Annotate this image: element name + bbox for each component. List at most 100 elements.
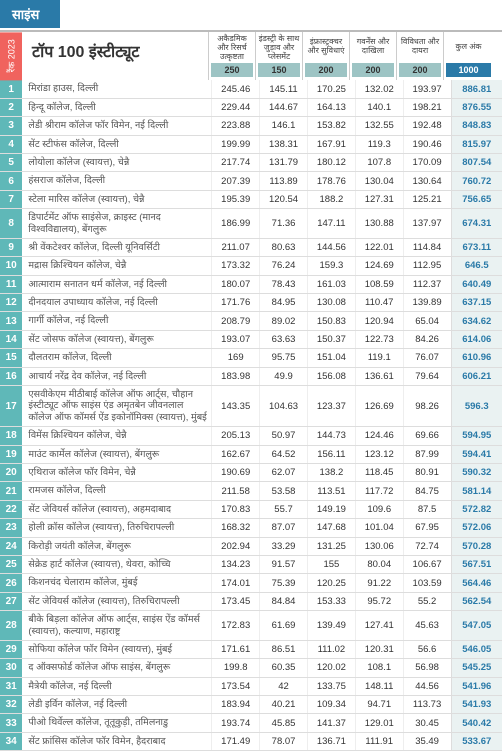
score-cell: 91.57	[260, 555, 308, 573]
score-cell: 124.46	[355, 427, 403, 445]
score-cell: 168.32	[212, 519, 260, 537]
institute-name: लोयोला कॉलेज (स्वायत्त), चेन्नै	[22, 153, 211, 171]
score-cell: 162.67	[212, 445, 260, 463]
rank-cell: 1	[0, 80, 22, 98]
institute-name: विमेंस क्रिश्चियन कॉलेज, चेन्नै	[22, 427, 211, 445]
institute-name: बीके बिड़ला कॉलेज ऑफ आर्ट्स, साइंस ऐंड क…	[22, 611, 211, 641]
score-cell: 125.21	[403, 190, 451, 208]
rank-cell: 5	[0, 153, 22, 171]
score-cell: 199.8	[212, 659, 260, 677]
table-row: 34सेंट फ्रांसिस कॉलेज फॉर विमेन, हैदराबा…	[0, 732, 502, 750]
score-cell: 49.9	[260, 367, 308, 385]
score-cell: 71.36	[260, 209, 308, 239]
table-row: 4सेंट स्टीफंस कॉलेज, दिल्ली199.99138.311…	[0, 135, 502, 153]
table-row: 12दीनदयाल उपाध्याय कॉलेज, नई दिल्ली171.7…	[0, 294, 502, 312]
score-cell: 117.72	[355, 482, 403, 500]
page-title: टॉप 100 इंस्टीट्यूट	[22, 32, 208, 80]
score-cell: 119.3	[355, 135, 403, 153]
rank-cell: 18	[0, 427, 22, 445]
score-cell: 40.21	[260, 696, 308, 714]
score-cell: 63.63	[260, 330, 308, 348]
table-row: 11आत्माराम सनातन धर्म कॉलेज, नई दिल्ली18…	[0, 275, 502, 293]
score-cell: 155	[307, 555, 355, 573]
rank-cell: 17	[0, 386, 22, 427]
score-cell: 60.35	[260, 659, 308, 677]
score-cell: 167.91	[307, 135, 355, 153]
score-cell: 61.69	[260, 611, 308, 641]
rank-cell: 22	[0, 500, 22, 518]
score-cell: 111.02	[307, 640, 355, 658]
score-cell: 760.72	[451, 172, 502, 190]
score-cell: 131.25	[307, 537, 355, 555]
score-cell: 134.23	[212, 555, 260, 573]
score-cell: 87.5	[403, 500, 451, 518]
table-row: 19माउंट कार्मेल कॉलेज (स्वायत्त), बेंगलु…	[0, 445, 502, 463]
score-cell: 130.64	[403, 172, 451, 190]
rank-cell: 9	[0, 238, 22, 256]
score-cell: 223.88	[212, 117, 260, 135]
score-cell: 198.21	[403, 98, 451, 116]
score-cell: 156.08	[307, 367, 355, 385]
score-cell: 581.14	[451, 482, 502, 500]
institute-name: एसवीकेएम मीठीबाई कॉलेज ऑफ आर्ट्स, चौहान …	[22, 386, 211, 427]
score-cell: 193.74	[212, 714, 260, 732]
score-cell: 815.97	[451, 135, 502, 153]
institute-name: डिपार्टमेंट ऑफ साइंसेज, क्राइस्ट (मानद व…	[22, 209, 211, 239]
score-cell: 171.49	[212, 732, 260, 750]
score-cell: 113.51	[307, 482, 355, 500]
institute-name: सेंट स्टीफंस कॉलेज, दिल्ली	[22, 135, 211, 153]
score-cell: 79.64	[403, 367, 451, 385]
score-cell: 150.37	[307, 330, 355, 348]
score-cell: 78.43	[260, 275, 308, 293]
table-row: 22सेंट जेवियर्स कॉलेज (स्वायत्त), अहमदाब…	[0, 500, 502, 518]
score-cell: 112.95	[403, 257, 451, 275]
institute-name: मद्रास क्रिश्चियन कॉलेज, चेन्नै	[22, 257, 211, 275]
institute-name: माउंट कार्मेल कॉलेज (स्वायत्त), बेंगलुरू	[22, 445, 211, 463]
score-cell: 94.71	[355, 696, 403, 714]
rank-cell: 20	[0, 463, 22, 481]
table-row: 7स्टेला मारिस कॉलेज (स्वायत्त), चेन्नै19…	[0, 190, 502, 208]
score-cell: 572.82	[451, 500, 502, 518]
score-cell: 137.97	[403, 209, 451, 239]
score-cell: 533.67	[451, 732, 502, 750]
score-cell: 78.07	[260, 732, 308, 750]
table-row: 1मिरांडा हाउस, दिल्ली245.46145.11170.251…	[0, 80, 502, 98]
score-cell: 45.85	[260, 714, 308, 732]
table-row: 25सेक्रेड हार्ट कॉलेज (स्वायत्त), थेवरा,…	[0, 555, 502, 573]
institute-name: मिरांडा हाउस, दिल्ली	[22, 80, 211, 98]
score-cell: 174.01	[212, 574, 260, 592]
institute-name: सेंट जेवियर्स कॉलेज (स्वायत्त), अहमदाबाद	[22, 500, 211, 518]
rank-cell: 32	[0, 696, 22, 714]
score-cell: 124.69	[355, 257, 403, 275]
table-row: 14सेंट जोसफ कॉलेज (स्वायत्त), बेंगलुरू19…	[0, 330, 502, 348]
institute-name: लेडी श्रीराम कॉलेज फॉर विमेन, नई दिल्ली	[22, 117, 211, 135]
table-row: 15दौलतराम कॉलेज, दिल्ली16995.75151.04119…	[0, 349, 502, 367]
score-cell: 229.44	[212, 98, 260, 116]
score-cell: 113.89	[260, 172, 308, 190]
score-cell: 610.96	[451, 349, 502, 367]
institute-name: सेक्रेड हार्ट कॉलेज (स्वायत्त), थेवरा, क…	[22, 555, 211, 573]
score-cell: 170.25	[307, 80, 355, 98]
rank-cell: 14	[0, 330, 22, 348]
score-cell: 35.49	[403, 732, 451, 750]
score-cell: 140.1	[355, 98, 403, 116]
score-cell: 136.61	[355, 367, 403, 385]
score-cell: 44.56	[403, 677, 451, 695]
score-cell: 143.35	[212, 386, 260, 427]
score-cell: 139.49	[307, 611, 355, 641]
score-cell: 75.39	[260, 574, 308, 592]
score-cell: 876.55	[451, 98, 502, 116]
score-cell: 91.22	[355, 574, 403, 592]
rank-cell: 7	[0, 190, 22, 208]
institute-name: पीओ थिर्वेल्ल कॉलेज, तूतूकुड़ी, तमिलनाडु	[22, 714, 211, 732]
rank-cell: 25	[0, 555, 22, 573]
column-header: इंफ्रास्ट्रक्चर और सुविधाएं200	[302, 32, 349, 80]
score-cell: 84.75	[403, 482, 451, 500]
score-cell: 173.32	[212, 257, 260, 275]
year-badge: रैंक 2023	[0, 32, 22, 80]
title-row: रैंक 2023 टॉप 100 इंस्टीट्यूट अकैडमिक और…	[0, 30, 502, 80]
score-cell: 188.2	[307, 190, 355, 208]
rank-cell: 24	[0, 537, 22, 555]
score-cell: 45.63	[403, 611, 451, 641]
column-header: कुल अंक1000	[443, 32, 493, 80]
